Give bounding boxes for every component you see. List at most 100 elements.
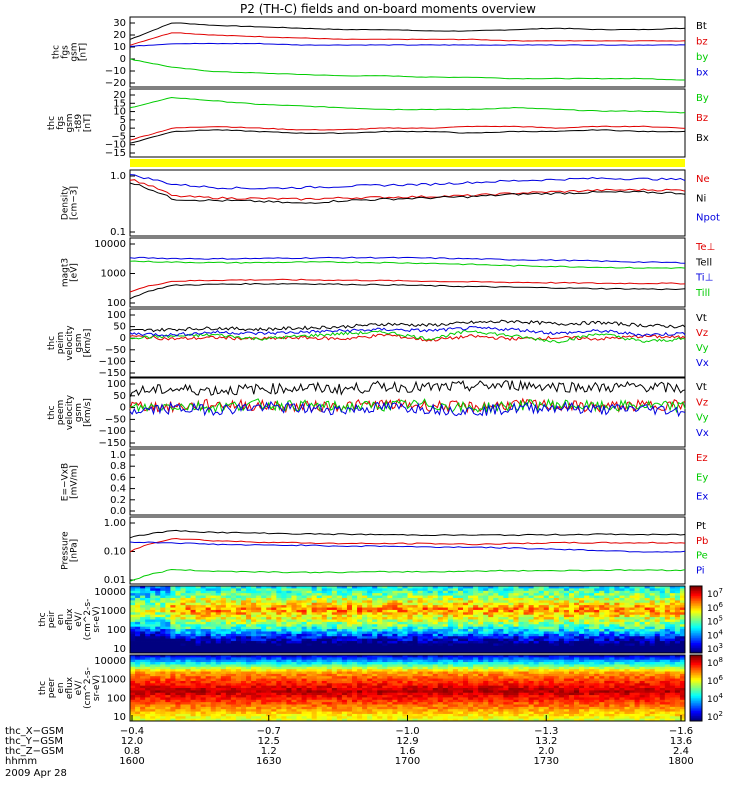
spectrogram-cell xyxy=(347,686,352,689)
spectrogram-cell xyxy=(155,667,160,670)
spectrogram-cell xyxy=(231,629,236,632)
spectrogram-cell xyxy=(569,679,574,682)
spectrogram-cell xyxy=(392,634,397,637)
spectrogram-cell xyxy=(206,627,211,630)
spectrogram-cell xyxy=(180,667,185,670)
spectrogram-cell xyxy=(594,596,599,599)
spectrogram-cell xyxy=(619,598,624,601)
spectrogram-cell xyxy=(428,627,433,630)
spectrogram-cell xyxy=(544,681,549,684)
spectrogram-cell xyxy=(216,610,221,613)
spectrogram-cell xyxy=(498,591,503,594)
spectrogram-cell xyxy=(579,612,584,615)
spectrogram-cell xyxy=(589,612,594,615)
spectrogram-cell xyxy=(534,643,539,646)
ytick-label: 10000 xyxy=(94,587,126,598)
spectrogram-cell xyxy=(559,657,564,660)
spectrogram-cell xyxy=(635,681,640,684)
spectrogram-cell xyxy=(160,622,165,625)
spectrogram-cell xyxy=(392,648,397,651)
spectrogram-cell xyxy=(256,672,261,675)
spectrogram-cell xyxy=(382,624,387,627)
spectrogram-cell xyxy=(231,598,236,601)
spectrogram-cell xyxy=(186,646,191,649)
spectrogram-cell xyxy=(246,674,251,677)
spectrogram-cell xyxy=(584,627,589,630)
spectrogram-cell xyxy=(276,603,281,606)
spectrogram-cell xyxy=(312,591,317,594)
spectrogram-cell xyxy=(211,593,216,596)
spectrogram-cell xyxy=(221,588,226,591)
spectrogram-cell xyxy=(382,688,387,691)
spectrogram-cell xyxy=(428,636,433,639)
ytick-label: 0.1 xyxy=(110,227,126,238)
spectrogram-cell xyxy=(312,612,317,615)
spectrogram-cell xyxy=(488,600,493,603)
spectrogram-cell xyxy=(206,603,211,606)
spectrogram-cell xyxy=(251,600,256,603)
spectrogram-cell xyxy=(483,634,488,637)
spectrogram-cell xyxy=(483,600,488,603)
spectrogram-cell xyxy=(418,639,423,642)
spectrogram-cell xyxy=(271,672,276,675)
spectrogram-cell xyxy=(256,639,261,642)
spectrogram-cell xyxy=(549,688,554,691)
spectrogram-cell xyxy=(382,679,387,682)
spectrogram-cell xyxy=(513,639,518,642)
spectrogram-cell xyxy=(291,634,296,637)
spectrogram-cell xyxy=(165,669,170,672)
spectrogram-cell xyxy=(559,669,564,672)
spectrogram-cell xyxy=(483,636,488,639)
spectrogram-cell xyxy=(286,648,291,651)
spectrogram-cell xyxy=(609,667,614,670)
spectrogram-cell xyxy=(276,631,281,634)
spectrogram-cell xyxy=(604,643,609,646)
spectrogram-cell xyxy=(241,636,246,639)
spectrogram-cell xyxy=(337,667,342,670)
spectrogram-cell xyxy=(554,598,559,601)
spectrogram-cell xyxy=(180,683,185,686)
spectrogram-cell xyxy=(584,610,589,613)
colorbar-label: 104 xyxy=(707,628,723,641)
spectrogram-cell xyxy=(302,620,307,623)
spectrogram-cell xyxy=(609,629,614,632)
spectrogram-cell xyxy=(276,648,281,651)
spectrogram-cell xyxy=(599,636,604,639)
spectrogram-cell xyxy=(564,683,569,686)
spectrogram-cell xyxy=(392,641,397,644)
ytick-label: 20 xyxy=(113,30,126,41)
spectrogram-cell xyxy=(170,629,175,632)
spectrogram-cell xyxy=(660,634,665,637)
spectrogram-cell xyxy=(281,688,286,691)
spectrogram-cell xyxy=(251,688,256,691)
spectrogram-cell xyxy=(377,643,382,646)
spectrogram-cell xyxy=(271,657,276,660)
spectrogram-cell xyxy=(226,620,231,623)
ytick-label: −15 xyxy=(105,148,126,159)
spectrogram-cell xyxy=(291,674,296,677)
spectrogram-cell xyxy=(513,600,518,603)
spectrogram-cell xyxy=(675,588,680,591)
spectrogram-cell xyxy=(660,669,665,672)
spectrogram-cell xyxy=(413,646,418,649)
spectrogram-cell xyxy=(498,669,503,672)
spectrogram-cell xyxy=(670,608,675,611)
spectrogram-cell xyxy=(402,657,407,660)
spectrogram-cell xyxy=(387,603,392,606)
spectrogram-cell xyxy=(438,674,443,677)
spectrogram-cell xyxy=(271,669,276,672)
spectrogram-cell xyxy=(670,669,675,672)
spectrogram-cell xyxy=(291,662,296,665)
spectrogram-cell xyxy=(342,622,347,625)
spectrogram-cell xyxy=(418,624,423,627)
spectrogram-cell xyxy=(130,657,135,660)
spectrogram-cell xyxy=(670,610,675,613)
spectrogram-cell xyxy=(665,608,670,611)
spectrogram-cell xyxy=(221,643,226,646)
spectrogram-cell xyxy=(488,683,493,686)
spectrogram-cell xyxy=(609,612,614,615)
spectrogram-cell xyxy=(201,636,206,639)
spectrogram-cell xyxy=(256,636,261,639)
spectrogram-cell xyxy=(463,631,468,634)
spectrogram-cell xyxy=(468,664,473,667)
